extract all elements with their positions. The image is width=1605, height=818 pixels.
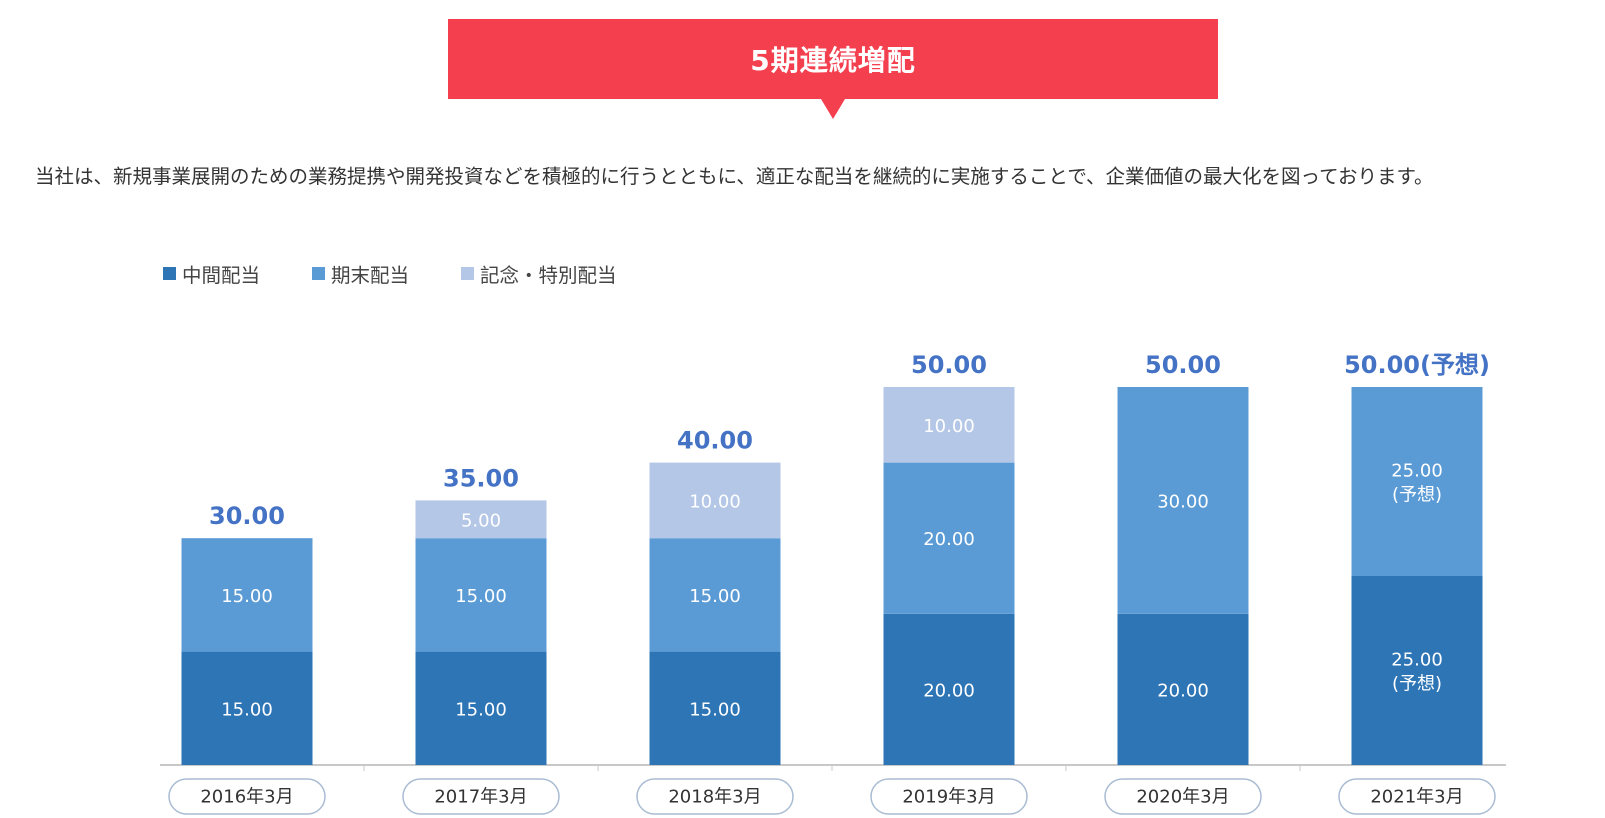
x-tick-label: 2019年3月: [902, 787, 995, 808]
bar-segment-label: 5.00: [461, 510, 501, 531]
legend-item-interim: 中間配当: [163, 259, 260, 288]
bar-segment-label: 25.00 (予想): [1391, 461, 1443, 506]
category-pill: [636, 778, 794, 815]
legend-swatch-interim: [163, 267, 176, 280]
bar-total-label: 50.00(予想): [1344, 351, 1490, 379]
legend-item-special: 記念・特別配当: [461, 259, 617, 288]
bar-segment-label: 10.00: [689, 491, 741, 512]
x-tick-label: 2018年3月: [668, 787, 761, 808]
bar-segment-label: 20.00: [1157, 680, 1209, 701]
dividend-policy-text: 当社は、新規事業展開のための業務提携や開発投資などを積極的に行うとともに、適正な…: [35, 165, 1434, 188]
bar-segment-label: 15.00: [455, 586, 507, 607]
bar-segment-label: 15.00: [221, 699, 273, 720]
legend-swatch-year-end: [312, 267, 326, 280]
x-tick-label: 2017年3月: [434, 787, 527, 808]
x-tick-label: 2021年3月: [1370, 787, 1463, 808]
legend-item-year-end: 期末配当: [312, 259, 409, 288]
bar-total-label: 30.00: [209, 502, 285, 530]
bar-segment-label: 20.00: [923, 680, 975, 701]
chart-legend: 中間配当 期末配当 記念・特別配当: [163, 259, 669, 288]
legend-label-interim: 中間配当: [182, 264, 261, 287]
bar-segment: [415, 651, 547, 765]
bar-segment-label: 15.00: [689, 586, 741, 607]
x-tick-label: 2016年3月: [200, 787, 293, 808]
bar-segment: [883, 462, 1015, 614]
bar-segment: [1117, 387, 1249, 614]
bar-segment: [181, 651, 313, 765]
banner-pointer-arrow: [821, 99, 845, 119]
category-pill: [168, 778, 326, 815]
dividend-increase-banner: 5期連続増配: [448, 19, 1218, 99]
bar-segment: [415, 538, 547, 652]
bar-segment: [1117, 613, 1249, 765]
bar-total-label: 35.00: [443, 464, 519, 492]
bar-segment: [181, 538, 313, 652]
bar-segment: [649, 538, 781, 652]
bar-segment-label: 15.00: [221, 586, 273, 607]
bar-segment: [1351, 576, 1483, 765]
x-tick-label: 2020年3月: [1136, 787, 1229, 808]
category-pill: [1338, 778, 1496, 815]
bar-segment: [1351, 387, 1483, 576]
bar-segment: [649, 462, 781, 539]
bar-total-label: 50.00: [911, 351, 987, 379]
bar-segment-label: 10.00: [923, 416, 975, 437]
bar-total-label: 50.00: [1145, 351, 1221, 379]
category-pill: [1104, 778, 1262, 815]
bar-segment-label: 30.00: [1157, 491, 1209, 512]
category-pill: [402, 778, 560, 815]
legend-label-year-end: 期末配当: [331, 264, 410, 287]
category-pill: [870, 778, 1028, 815]
bar-segment: [883, 613, 1015, 765]
bar-segment-label: 25.00 (予想): [1391, 650, 1443, 695]
banner-title: 5期連続増配: [750, 44, 916, 77]
legend-swatch-special: [461, 267, 475, 280]
bar-segment: [415, 500, 547, 539]
bar-total-label: 40.00: [677, 427, 753, 455]
bar-segment: [883, 387, 1015, 463]
bar-segment-label: 15.00: [689, 699, 741, 720]
bar-segment-label: 20.00: [923, 529, 975, 550]
bar-segment-label: 15.00: [455, 699, 507, 720]
bar-segment: [649, 651, 781, 765]
legend-label-special: 記念・特別配当: [480, 264, 617, 287]
